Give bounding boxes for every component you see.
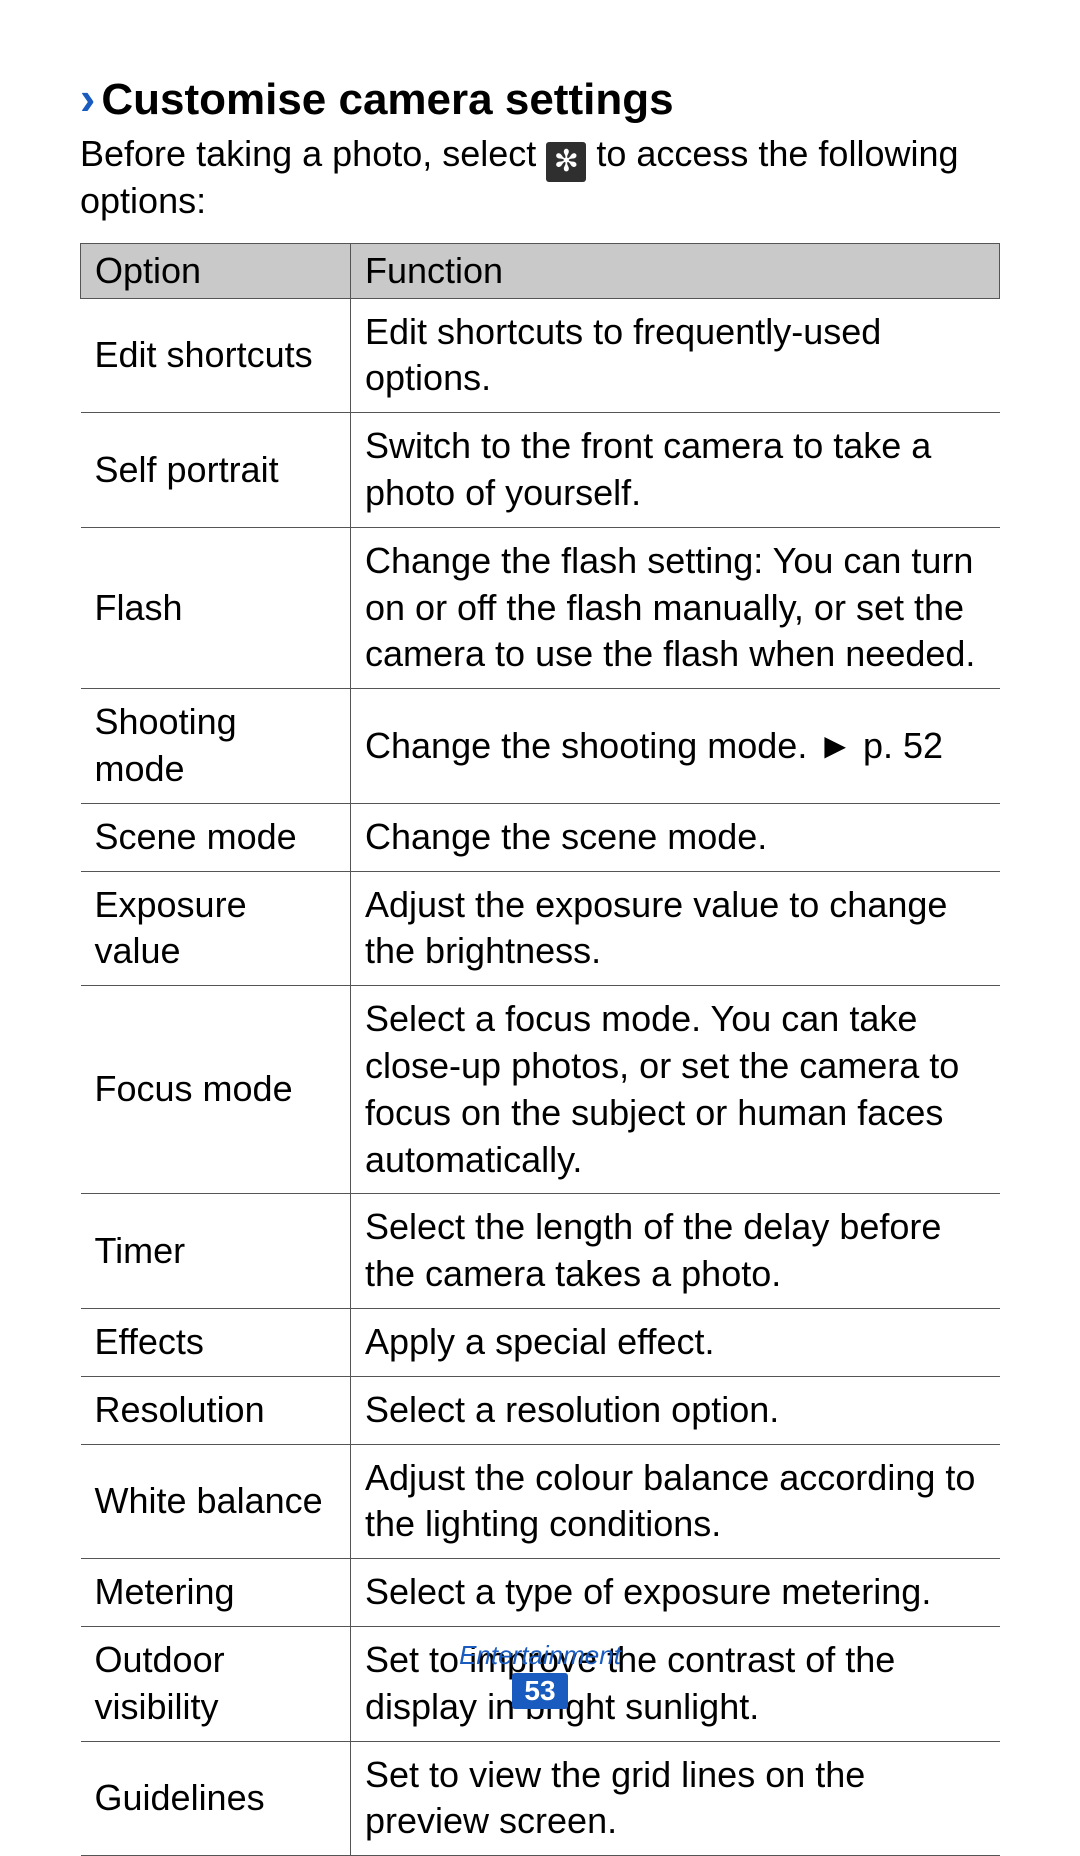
- function-cell: Change the shooting mode. ► p. 52: [351, 689, 1000, 804]
- function-cell: Select a focus mode. You can take close-…: [351, 986, 1000, 1194]
- table-row: White balanceAdjust the colour balance a…: [81, 1444, 1000, 1559]
- option-cell: Timer: [81, 1194, 351, 1309]
- function-cell: Apply a special effect.: [351, 1308, 1000, 1376]
- heading-text: Customise camera settings: [101, 75, 673, 125]
- intro-paragraph: Before taking a photo, select ✻ to acces…: [80, 131, 1000, 225]
- table-row: FlashChange the flash setting: You can t…: [81, 527, 1000, 688]
- function-cell: Adjust the exposure value to change the …: [351, 871, 1000, 986]
- intro-text-before: Before taking a photo, select: [80, 133, 546, 174]
- page-footer: Entertainment 53: [0, 1640, 1080, 1709]
- header-function: Function: [351, 243, 1000, 298]
- table-row: Focus modeSelect a focus mode. You can t…: [81, 986, 1000, 1194]
- options-table: Option Function Edit shortcutsEdit short…: [80, 243, 1000, 1856]
- options-tbody: Edit shortcutsEdit shortcuts to frequent…: [81, 298, 1000, 1856]
- option-cell: Guidelines: [81, 1741, 351, 1856]
- function-cell: Edit shortcuts to frequently-used option…: [351, 298, 1000, 413]
- table-row: ResolutionSelect a resolution option.: [81, 1376, 1000, 1444]
- option-cell: Focus mode: [81, 986, 351, 1194]
- chevron-icon: ›: [80, 75, 95, 121]
- table-row: Self portraitSwitch to the front camera …: [81, 413, 1000, 528]
- table-row: MeteringSelect a type of exposure meteri…: [81, 1559, 1000, 1627]
- table-row: Exposure valueAdjust the exposure value …: [81, 871, 1000, 986]
- function-cell: Set to view the grid lines on the previe…: [351, 1741, 1000, 1856]
- section-heading: › Customise camera settings: [80, 75, 1000, 125]
- function-cell: Switch to the front camera to take a pho…: [351, 413, 1000, 528]
- header-option: Option: [81, 243, 351, 298]
- table-row: Shooting modeChange the shooting mode. ►…: [81, 689, 1000, 804]
- footer-page-number: 53: [512, 1673, 567, 1709]
- option-cell: Exposure value: [81, 871, 351, 986]
- table-row: GuidelinesSet to view the grid lines on …: [81, 1741, 1000, 1856]
- function-cell: Change the scene mode.: [351, 803, 1000, 871]
- option-cell: Metering: [81, 1559, 351, 1627]
- footer-section-name: Entertainment: [0, 1640, 1080, 1671]
- function-cell: Adjust the colour balance according to t…: [351, 1444, 1000, 1559]
- gear-icon: ✻: [546, 142, 586, 182]
- option-cell: Shooting mode: [81, 689, 351, 804]
- table-row: Scene modeChange the scene mode.: [81, 803, 1000, 871]
- option-cell: White balance: [81, 1444, 351, 1559]
- option-cell: Resolution: [81, 1376, 351, 1444]
- function-cell: Change the flash setting: You can turn o…: [351, 527, 1000, 688]
- table-row: Edit shortcutsEdit shortcuts to frequent…: [81, 298, 1000, 413]
- function-cell: Select a resolution option.: [351, 1376, 1000, 1444]
- option-cell: Edit shortcuts: [81, 298, 351, 413]
- option-cell: Flash: [81, 527, 351, 688]
- function-cell: Select a type of exposure metering.: [351, 1559, 1000, 1627]
- function-cell: Select the length of the delay before th…: [351, 1194, 1000, 1309]
- option-cell: Effects: [81, 1308, 351, 1376]
- option-cell: Self portrait: [81, 413, 351, 528]
- table-row: TimerSelect the length of the delay befo…: [81, 1194, 1000, 1309]
- table-header-row: Option Function: [81, 243, 1000, 298]
- table-row: EffectsApply a special effect.: [81, 1308, 1000, 1376]
- option-cell: Scene mode: [81, 803, 351, 871]
